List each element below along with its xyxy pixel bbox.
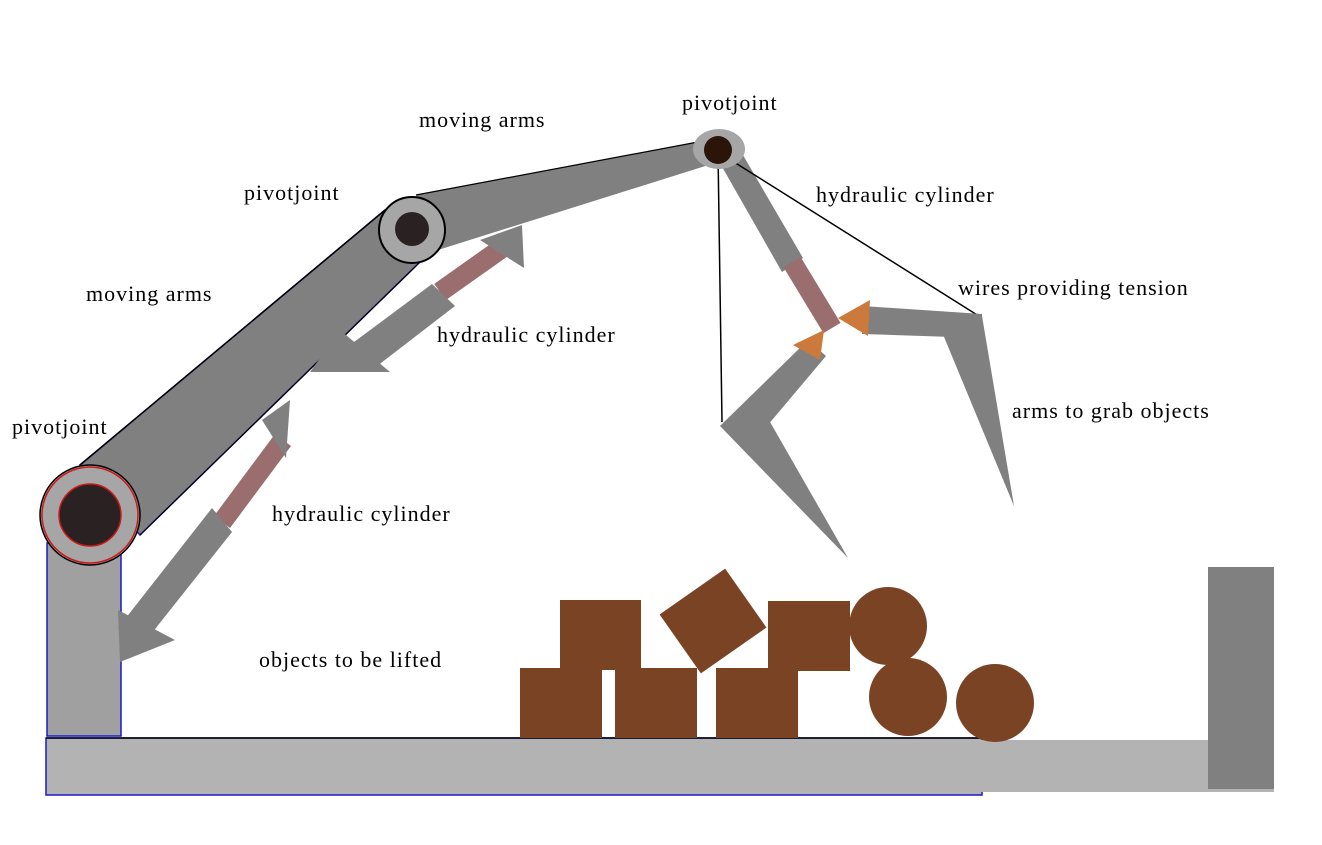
cargo-ball: [869, 658, 947, 736]
middle-pivot-joint: [378, 196, 446, 264]
upper-hydraulic-cylinder: [717, 150, 841, 334]
cargo-box: [768, 601, 850, 671]
cargo-ball: [956, 664, 1034, 742]
right-grab-arm: [838, 300, 1014, 506]
left-grab-arm: [720, 330, 848, 558]
cargo-objects: [520, 568, 1034, 742]
floor: [45, 737, 1274, 796]
cargo-box: [560, 600, 641, 670]
label-wires: wires providing tension: [958, 275, 1189, 300]
label-pivot-middle: pivotjoint: [244, 180, 340, 205]
label-hydraulic-top: hydraulic cylinder: [816, 182, 995, 207]
cargo-ball: [849, 587, 927, 665]
base-column: [46, 542, 122, 737]
upper-moving-arm: [416, 142, 718, 250]
label-objects: objects to be lifted: [259, 647, 442, 672]
label-moving-arms-upper: moving arms: [419, 107, 546, 132]
cargo-box: [716, 668, 798, 738]
cargo-box: [615, 668, 697, 738]
side-wall: [1208, 567, 1274, 789]
cargo-box-tilted: [659, 568, 767, 674]
label-hydraulic-lower: hydraulic cylinder: [272, 501, 451, 526]
lower-hydraulic-cylinder: [118, 400, 292, 662]
tension-wires: [717, 151, 983, 423]
cargo-box: [520, 668, 602, 738]
label-pivot-top: pivotjoint: [682, 90, 778, 115]
label-moving-arms-lower: moving arms: [86, 281, 213, 306]
label-grab-arms: arms to grab objects: [1012, 398, 1210, 423]
label-hydraulic-middle: hydraulic cylinder: [437, 322, 616, 347]
top-pivot-joint: [693, 129, 745, 169]
base-pivot-joint: [39, 464, 141, 566]
right-gripper-tip: [838, 300, 870, 336]
label-pivot-base: pivotjoint: [12, 414, 108, 439]
middle-hydraulic-cylinder: [310, 225, 524, 372]
left-gripper-tip: [793, 330, 824, 360]
